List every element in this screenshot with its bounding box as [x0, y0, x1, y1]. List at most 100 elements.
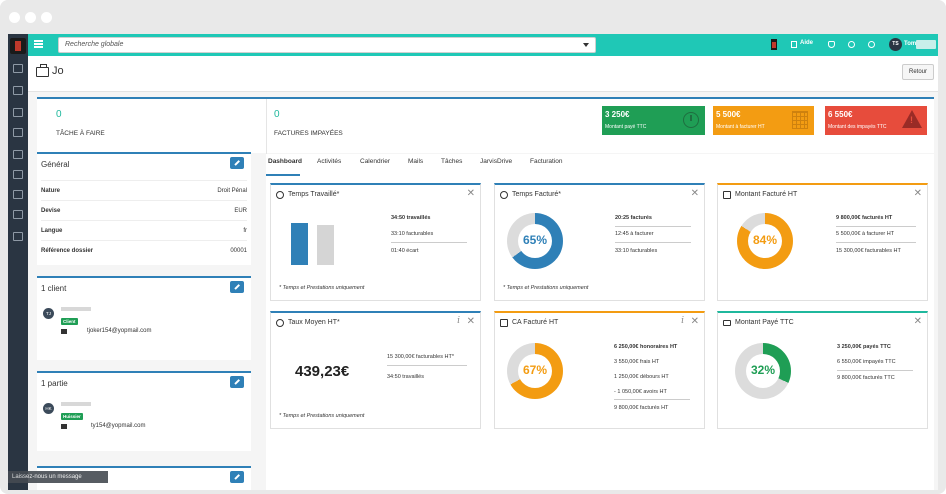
close-icon[interactable]: ✕: [690, 188, 699, 199]
card-footnote: * Temps et Prestations uniquement: [503, 285, 589, 291]
card-title: CA Facturé HT: [512, 319, 559, 326]
stat-line: - 1 050,00€ avoirs HT: [614, 389, 667, 395]
gear-icon[interactable]: [848, 41, 855, 48]
edit-icon: [723, 191, 731, 199]
nav-time-icon[interactable]: [13, 170, 23, 179]
donut-hole: [518, 354, 552, 388]
stat-line: 6 250,00€ honoraires HT: [614, 344, 678, 350]
tab-mails[interactable]: Mails: [408, 158, 424, 165]
card-montant-facture: Montant Facturé HT ✕ 84% 9 800,00€ factu…: [717, 183, 928, 301]
divider: [837, 370, 913, 371]
tab-taches[interactable]: Tâches: [441, 158, 463, 165]
back-button[interactable]: Retour: [902, 64, 934, 80]
bar-travaillés: [291, 223, 308, 265]
chevron-down-icon[interactable]: [583, 43, 589, 47]
app-logo-icon[interactable]: [10, 38, 26, 54]
stat-line: 12:45 à facturer: [615, 231, 654, 237]
row-value: 00001: [230, 248, 247, 254]
invoices-count[interactable]: 0: [274, 109, 280, 120]
party-email[interactable]: ty154@yopmail.com: [91, 423, 146, 429]
stat-line: 1 250,00€ débours HT: [614, 374, 669, 380]
edit-general-button[interactable]: [230, 157, 244, 169]
invoices-label: FACTURES IMPAYÉES: [274, 130, 343, 137]
window-dot-close[interactable]: [9, 12, 20, 23]
client-email[interactable]: tjoker154@yopmail.com: [87, 328, 152, 334]
tab-jarvisdrive[interactable]: JarvisDrive: [480, 158, 513, 165]
divider: [391, 242, 467, 243]
briefcase-icon: [36, 64, 49, 77]
search-input[interactable]: Recherche globale: [58, 37, 596, 53]
nav-mail-icon[interactable]: [13, 108, 23, 117]
stat-line: 5 500,00€ à facturer HT: [836, 231, 895, 237]
donut-hole: [748, 224, 782, 258]
nav-calendar-icon[interactable]: [13, 128, 23, 137]
close-icon[interactable]: ✕: [913, 316, 922, 327]
clock-icon[interactable]: [868, 41, 875, 48]
menu-icon[interactable]: [34, 40, 43, 48]
nav-cases-icon[interactable]: [13, 150, 23, 159]
divider: [615, 226, 691, 227]
nav-edit-icon[interactable]: [13, 190, 23, 199]
card-title: Temps Facturé*: [512, 191, 562, 198]
nav-dashboard-icon[interactable]: [13, 64, 23, 73]
bell-icon[interactable]: [828, 41, 835, 48]
card-title: Taux Moyen HT*: [288, 319, 340, 326]
divider: [836, 242, 916, 243]
stat-line: 9 800,00€ facturés HT: [614, 405, 669, 411]
app-badge-icon[interactable]: [771, 39, 777, 50]
divider: [387, 365, 467, 366]
general-row: Devise EUR: [41, 200, 247, 220]
close-icon[interactable]: ✕: [913, 188, 922, 199]
nav-contacts-icon[interactable]: [13, 86, 23, 95]
clock-icon: [683, 112, 699, 128]
row-key: Référence dossier: [41, 248, 94, 254]
app-viewport: Recherche globale Aide TS Tom Jo Retour …: [8, 34, 938, 490]
chat-widget[interactable]: Laissez-nous un message: [8, 471, 108, 483]
close-icon[interactable]: ✕: [466, 188, 475, 199]
row-key: Nature: [41, 188, 61, 194]
donut-hole: [746, 354, 780, 388]
edit-clients-button[interactable]: [230, 281, 244, 293]
close-icon[interactable]: ✕: [466, 316, 475, 327]
divider: [266, 99, 267, 155]
kpi-to-invoice[interactable]: 5 500€ Montant à facturer HT: [713, 106, 814, 135]
window-dot-minimize[interactable]: [25, 12, 36, 23]
nav-reports-icon[interactable]: [13, 232, 23, 241]
card-title: Temps Travaillé*: [288, 191, 340, 198]
avatar[interactable]: HK: [43, 403, 54, 414]
info-icon[interactable]: i: [457, 316, 460, 326]
card-title: Montant Payé TTC: [735, 319, 794, 326]
kpi-unpaid[interactable]: 6 550€ Montant des impayés TTC: [825, 106, 927, 135]
tasks-count[interactable]: 0: [56, 109, 62, 120]
info-icon[interactable]: i: [681, 316, 684, 326]
tab-calendrier[interactable]: Calendrier: [360, 158, 390, 165]
kpi-value: 6 550€: [828, 110, 853, 119]
stat-line: 6 550,00€ impayés TTC: [837, 359, 896, 365]
window-dot-maximize[interactable]: [41, 12, 52, 23]
edit-parties-button[interactable]: [230, 376, 244, 388]
kpi-paid[interactable]: 3 250€ Montant payé TTC: [602, 106, 705, 135]
clock-icon: [276, 319, 284, 327]
close-icon[interactable]: ✕: [690, 316, 699, 327]
tab-facturation[interactable]: Facturation: [530, 158, 563, 165]
stat-line: 15 300,00€ facturables HT: [836, 248, 901, 254]
avatar[interactable]: TS: [889, 38, 902, 51]
client-name-redacted: [61, 307, 91, 311]
user-name[interactable]: Tom: [904, 41, 917, 47]
tab-activites[interactable]: Activités: [317, 158, 342, 165]
summary-strip: 0 TÂCHE À FAIRE 0 FACTURES IMPAYÉES 3 25…: [37, 97, 934, 155]
donut-chart: 67%: [507, 343, 563, 399]
party-tag: Huissier: [61, 413, 83, 420]
edit-notes-button[interactable]: [230, 471, 244, 483]
mail-icon: [61, 424, 67, 429]
tab-dashboard[interactable]: Dashboard: [268, 158, 302, 165]
help-link[interactable]: Aide: [800, 40, 814, 46]
avatar[interactable]: TJ: [43, 308, 54, 319]
nav-chart-icon[interactable]: [13, 210, 23, 219]
stat-line: 9 800,00€ facturés TTC: [837, 375, 895, 381]
divider: [836, 226, 916, 227]
general-row: Nature Droit Pénal: [41, 180, 247, 200]
search-placeholder: Recherche globale: [65, 41, 124, 48]
user-name-redacted: [916, 40, 936, 49]
kpi-value: 3 250€: [605, 110, 630, 119]
